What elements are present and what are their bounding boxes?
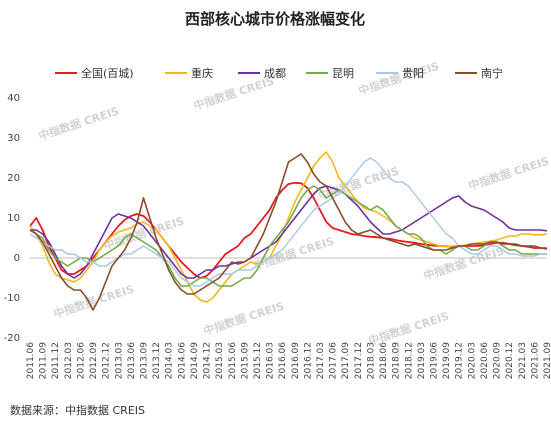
x-tick-label: 2016.12	[303, 342, 313, 379]
x-tick-label: 2013.12	[152, 342, 162, 379]
x-tick-label: 2017.09	[341, 342, 351, 379]
x-tick-label: 2012.09	[89, 342, 99, 379]
y-tick-label: 20	[7, 173, 20, 184]
watermark-text: 中指数据 CREIS	[367, 309, 451, 348]
x-tick-label: 2013.06	[127, 342, 137, 379]
y-tick-label: 0	[14, 253, 20, 264]
x-tick-label: 2015.09	[240, 342, 250, 379]
watermark-text: 中指数据 CREIS	[252, 234, 336, 273]
x-tick-label: 2013.03	[114, 342, 124, 379]
source-note: 数据来源：中指数据 CREIS	[10, 404, 145, 417]
x-tick-label: 2020.12	[505, 342, 515, 379]
x-tick-label: 2014.06	[177, 342, 187, 379]
watermark-text: 中指数据 CREIS	[37, 104, 121, 143]
series-lines	[29, 151, 548, 311]
x-tick-label: 2012.03	[64, 342, 74, 379]
x-tick-label: 2015.12	[253, 342, 263, 379]
x-tick-label: 2012.12	[102, 342, 112, 379]
y-tick-label: 30	[7, 133, 20, 144]
x-tick-label: 2021.03	[518, 342, 528, 379]
x-tick-label: 2016.06	[278, 342, 288, 379]
series-line	[29, 157, 547, 287]
watermark-text: 中指数据 CREIS	[52, 282, 136, 321]
x-tick-label: 2018.12	[404, 342, 414, 379]
x-tick-label: 2014.12	[203, 342, 213, 379]
x-tick-label: 2020.09	[493, 342, 503, 379]
y-tick-label: -20	[4, 333, 20, 344]
x-tick-label: 2011.12	[51, 342, 61, 379]
x-tick-label: 2016.09	[291, 342, 301, 379]
legend-label: 全国(百城)	[81, 66, 134, 80]
legend-label: 重庆	[191, 66, 213, 80]
x-tick-label: 2018.03	[366, 342, 376, 379]
x-tick-label: 2019.12	[455, 342, 465, 379]
watermark-text: 中指数据 CREIS	[202, 299, 286, 338]
x-tick-label: 2019.09	[442, 342, 452, 379]
x-tick-label: 2017.12	[354, 342, 364, 379]
x-tick-label: 2016.03	[266, 342, 276, 379]
series-line	[29, 153, 547, 311]
x-tick-label: 2021.06	[530, 342, 540, 379]
x-tick-label: 2019.06	[430, 342, 440, 379]
x-tick-label: 2012.06	[76, 342, 86, 379]
x-tick-label: 2015.03	[215, 342, 225, 379]
x-tick-label: 2018.06	[379, 342, 389, 379]
x-tick-label: 2017.03	[316, 342, 326, 379]
y-tick-label: -10	[4, 293, 20, 304]
x-tick-label: 2020.06	[480, 342, 490, 379]
x-tick-label: 2015.06	[228, 342, 238, 379]
y-tick-label: 40	[7, 93, 20, 104]
series-line	[30, 185, 548, 279]
legend-label: 昆明	[332, 67, 354, 80]
legend-label: 贵阳	[402, 67, 424, 80]
chart-title: 西部核心城市价格涨幅变化	[185, 10, 365, 28]
watermark-text: 中指数据 CREIS	[102, 214, 186, 253]
x-tick-label: 2011.09	[39, 342, 49, 379]
x-tick-label: 2018.09	[392, 342, 402, 379]
x-tick-label: 2021.09	[543, 342, 551, 379]
legend-label: 成都	[264, 67, 286, 80]
x-tick-label: 2014.09	[190, 342, 200, 379]
x-tick-label: 2017.06	[329, 342, 339, 379]
watermark-text: 中指数据 CREIS	[467, 154, 551, 193]
legend: 全国(百城) 重庆 成都 昆明 贵阳 南宁	[55, 66, 503, 80]
y-tick-label: 10	[7, 213, 20, 224]
x-tick-label: 2020.03	[467, 342, 477, 379]
legend-label: 南宁	[481, 66, 503, 80]
x-tick-label: 2019.03	[417, 342, 427, 379]
series-line	[29, 185, 547, 287]
x-tick-label: 2013.09	[139, 342, 149, 379]
x-tick-label: 2011.06	[26, 342, 36, 379]
x-tick-label: 2014.03	[165, 342, 175, 379]
watermark-text: 中指数据 CREIS	[357, 59, 441, 98]
